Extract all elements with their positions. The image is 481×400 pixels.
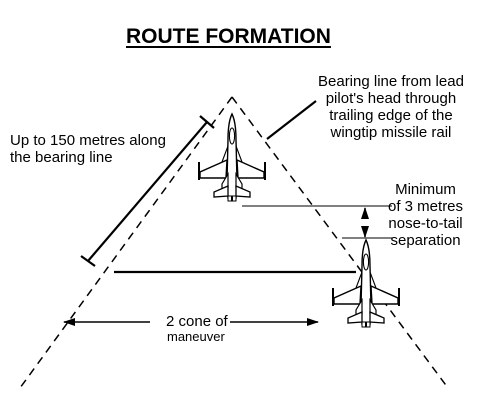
separation-label-line: nose-to-tail [388,215,463,232]
cone-label-second-line: maneuver [167,329,225,344]
distance-line [87,121,208,262]
cone-label: 2 cone of [166,313,228,330]
bearing-line-label-line: trailing edge of the [329,107,453,124]
separation-label-line: Minimum [395,181,456,198]
distance-tick-top [199,115,215,129]
lead-aircraft-icon [198,113,266,202]
separation-label: Minimum of 3 metres nose-to-tail separat… [388,181,463,249]
distance-label-line: the bearing line [10,149,113,166]
bearing-line-label: Bearing line from lead pilot's head thro… [318,73,464,141]
distance-tick-bottom [80,255,96,267]
bearing-line-label-line: pilot's head through [325,90,457,107]
bearing-line-label-line: wingtip missile rail [330,124,452,141]
wingman-aircraft-icon [332,239,400,328]
separation-label-line: separation [390,232,461,249]
distance-label: Up to 150 metres along the bearing line [10,132,166,166]
separation-label-line: of 3 metres [388,198,464,215]
page-title: ROUTE FORMATION [126,25,331,48]
cone-left-line [19,96,233,389]
cone-right-line [231,96,449,389]
distance-label-line: Up to 150 metres along [10,132,166,149]
bearing-line-label-line: Bearing line from lead [318,73,464,90]
bearing-pointer-line [266,100,317,140]
